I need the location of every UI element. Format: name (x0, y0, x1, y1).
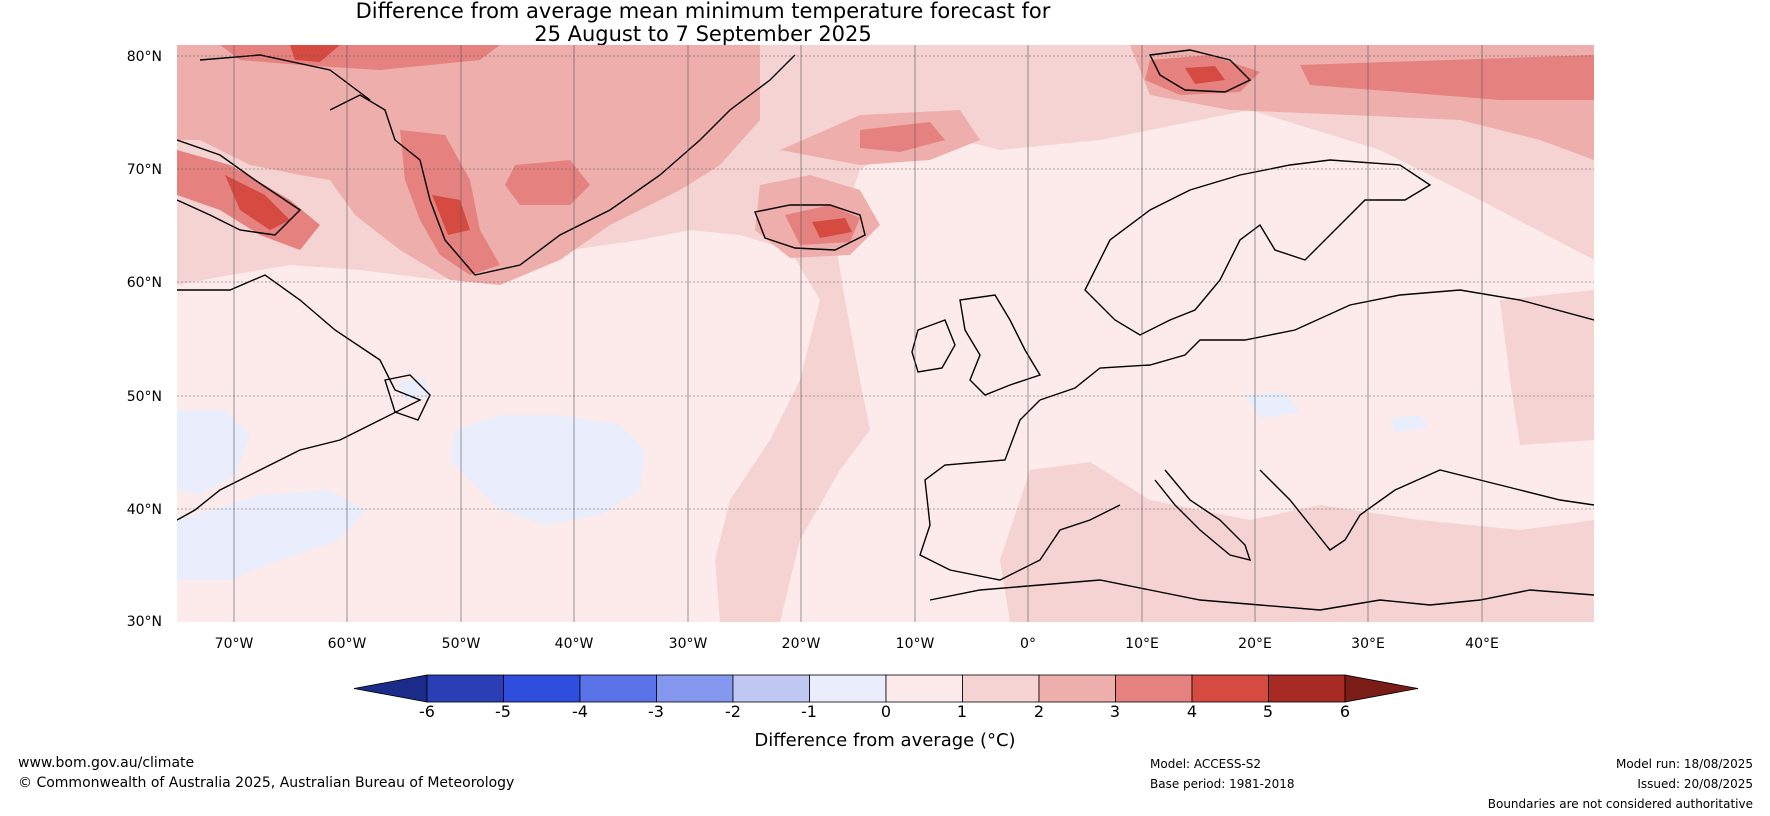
lon-label-50w: 50°W (441, 636, 481, 652)
colorbar-segment-9 (1038, 674, 1116, 703)
svalbard-coast (1148, 49, 1252, 93)
colorbar-tick-minus-4: -4 (572, 702, 588, 721)
lat-label-60n: 60°N (126, 275, 162, 291)
lon-label-40e: 40°E (1465, 636, 1499, 652)
map-title-line-2: 25 August to 7 September 2025 (534, 22, 872, 46)
footer-copyright: © Commonwealth of Australia 2025, Austra… (18, 775, 515, 791)
colorbar-title: Difference from average (°C) (754, 730, 1016, 751)
lon-label-10e: 10°E (1125, 636, 1159, 652)
anomaly-region-negative-us-coast (177, 490, 365, 580)
anomaly-region-1-to-2-mediterranean (1000, 462, 1594, 622)
italy-coast (1154, 469, 1252, 561)
colorbar-segment-6 (809, 674, 887, 703)
baffin-island-coast (177, 139, 302, 236)
anomaly-region-4-to-5-greenland (432, 195, 470, 235)
colorbar-tick-5: 5 (1262, 702, 1274, 721)
anomaly-region-negative-central-europe (1245, 392, 1300, 418)
colorbar-segment-1 (426, 674, 504, 703)
anomaly-region-3-to-4-arctic-north (220, 45, 500, 70)
colorbar-tick-minus-1: -1 (801, 702, 817, 721)
colorbar-tick-2: 2 (1033, 702, 1045, 721)
european-mainland-coast (1039, 289, 1594, 401)
lat-label-70n: 70°N (126, 162, 162, 178)
lon-label-40w: 40°W (554, 636, 594, 652)
anomaly-region-negative-eastern-europe (1390, 415, 1428, 432)
lon-label-20e: 20°E (1238, 636, 1272, 652)
footer-disclaimer: Boundaries are not considered authoritat… (1487, 797, 1753, 811)
colorbar-tick-minus-2: -2 (725, 702, 741, 721)
colorbar-tick-3: 3 (1109, 702, 1121, 721)
lat-label-40n: 40°N (126, 502, 162, 518)
scandinavia-coast (1084, 159, 1432, 336)
coastlines (177, 49, 1594, 611)
footer-issued: Issued: 20/08/2025 (1637, 777, 1753, 791)
lon-label-10w: 10°W (895, 636, 935, 652)
colorbar-tick-6: 6 (1339, 702, 1351, 721)
colorbar-extension-low (353, 674, 428, 703)
great-britain-coast (959, 294, 1042, 396)
colorbar (353, 674, 1419, 703)
footer-base-period: Base period: 1981-2018 (1150, 777, 1295, 791)
balkans-coast (1259, 469, 1594, 551)
anomaly-region-4-to-5-iceland (812, 218, 852, 238)
lat-label-80n: 80°N (126, 49, 162, 65)
lon-label-60w: 60°W (327, 636, 367, 652)
lon-label-30w: 30°W (668, 636, 708, 652)
map-title-line-1: Difference from average mean minimum tem… (355, 0, 1051, 23)
colorbar-segment-5 (732, 674, 810, 703)
footer-website: www.bom.gov.au/climate (18, 755, 195, 771)
colorbar-segment-12 (1268, 674, 1346, 703)
lon-label-70w: 70°W (214, 636, 254, 652)
map-panel (177, 45, 1594, 622)
anomaly-region-4-to-5-baffin (225, 175, 290, 230)
colorbar-extension-high (1344, 674, 1419, 703)
anomaly-region-4-to-5-arctic (290, 45, 340, 62)
lon-label-0: 0° (1020, 636, 1036, 652)
colorbar-tick-minus-6: -6 (419, 702, 435, 721)
newfoundland-coast (384, 374, 431, 421)
colorbar-tick-1: 1 (956, 702, 968, 721)
colorbar-segment-10 (1115, 674, 1193, 703)
north-africa-coast (929, 579, 1594, 611)
colorbar-tick-4: 4 (1186, 702, 1198, 721)
greenland-west-coast (329, 54, 796, 276)
colorbar-segment-8 (962, 674, 1040, 703)
anomaly-region-3-to-4-greenland-inland (505, 160, 590, 205)
lon-label-30e: 30°E (1351, 636, 1385, 652)
colorbar-segment-11 (1191, 674, 1269, 703)
iceland-coast (754, 204, 866, 251)
colorbar-tick-minus-5: -5 (495, 702, 511, 721)
anomaly-region-3-to-4-barents (1300, 55, 1594, 100)
colorbar-segment-2 (503, 674, 581, 703)
colorbar-segment-7 (885, 674, 963, 703)
graticule (177, 45, 1594, 622)
colorbar-tick-0: 0 (880, 702, 892, 721)
colorbar-tick-minus-3: -3 (648, 702, 664, 721)
iberia-france-coast (919, 399, 1121, 581)
lon-label-20w: 20°W (781, 636, 821, 652)
anomaly-region-negative-labrador-sea (177, 410, 250, 495)
anomaly-region-1-to-2-east (1500, 290, 1594, 445)
ireland-coast (911, 319, 956, 373)
lat-label-30n: 30°N (126, 614, 162, 630)
anomaly-region-3-to-4-north-atlantic (860, 122, 945, 152)
anomaly-region-2-to-3-greenland (177, 45, 760, 285)
footer-model-run: Model run: 18/08/2025 (1615, 757, 1753, 771)
lat-label-50n: 50°N (126, 389, 162, 405)
labrador-coast (177, 274, 422, 521)
anomaly-region-negative-mid-atlantic (450, 415, 645, 525)
footer-model: Model: ACCESS-S2 (1150, 757, 1262, 771)
colorbar-segment-4 (656, 674, 734, 703)
greenland-north-coast (199, 54, 371, 101)
anomaly-region-low-north-sea (1075, 165, 1130, 186)
colorbar-segment-3 (579, 674, 657, 703)
anomaly-region-4-to-5-svalbard (1185, 66, 1225, 84)
